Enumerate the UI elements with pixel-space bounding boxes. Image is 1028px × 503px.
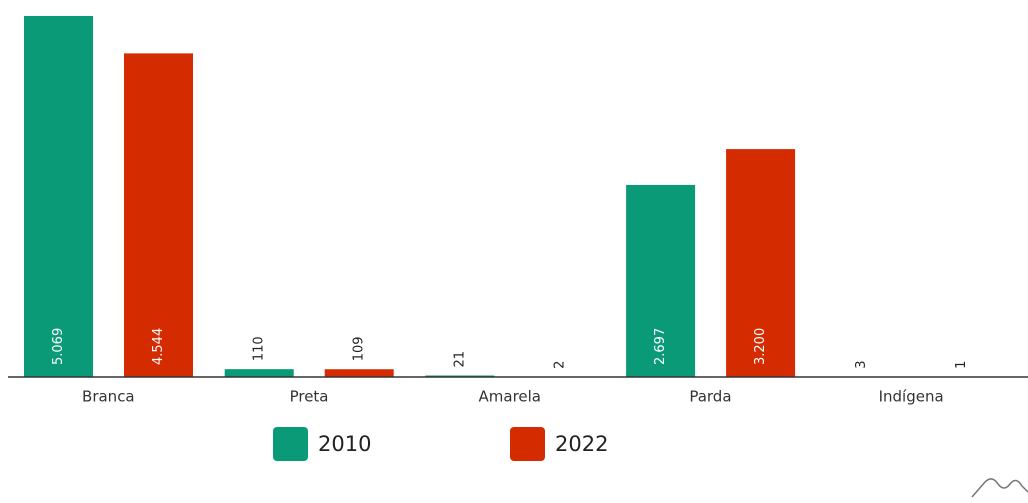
bar <box>726 149 796 377</box>
x-tick-label: Branca <box>82 388 135 406</box>
value-label: 2 <box>552 361 567 369</box>
value-label: 1 <box>954 361 969 369</box>
bar <box>324 369 394 377</box>
value-label: 4.544 <box>151 328 166 365</box>
legend-swatch <box>273 427 308 461</box>
bar <box>224 369 294 377</box>
x-tick-label: Preta <box>290 388 329 406</box>
x-tick-label: Amarela <box>479 388 542 406</box>
value-label: 3.200 <box>753 328 768 365</box>
x-tick-label: Indígena <box>879 388 944 406</box>
bar <box>124 53 193 377</box>
value-label: 5.069 <box>51 328 66 365</box>
value-label: 3 <box>854 361 869 369</box>
bar <box>24 16 93 377</box>
value-label: 109 <box>352 336 367 361</box>
legend-label: 2010 <box>318 432 371 456</box>
value-label: 21 <box>452 351 467 368</box>
legend-label: 2022 <box>555 432 608 456</box>
value-label: 2.697 <box>653 328 668 365</box>
x-tick-label: Parda <box>689 388 731 406</box>
logo <box>971 478 1028 498</box>
bar <box>626 184 696 377</box>
value-label: 110 <box>252 336 267 361</box>
legend-swatch <box>510 427 545 461</box>
